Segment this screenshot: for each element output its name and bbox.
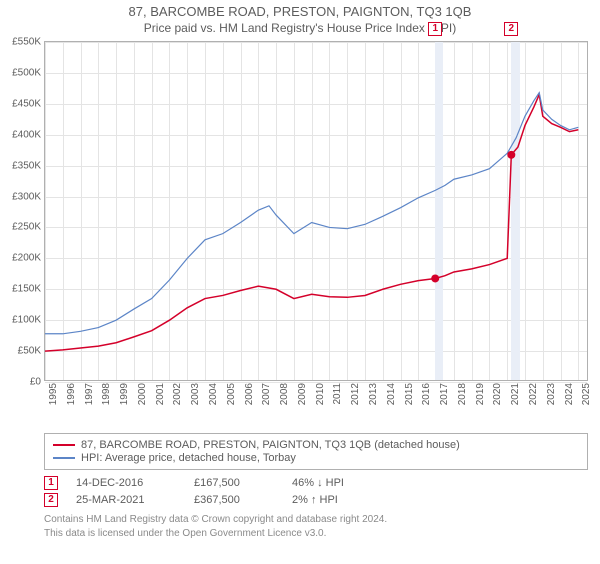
y-tick-label: £400K: [1, 129, 41, 140]
x-tick-label: 2015: [404, 383, 415, 405]
x-tick-label: 1996: [66, 383, 77, 405]
x-tick-label: 2004: [208, 383, 219, 405]
x-tick-label: 2008: [279, 383, 290, 405]
x-tick-label: 2010: [315, 383, 326, 405]
transaction-price: £167,500: [194, 477, 274, 489]
x-tick-label: 2025: [581, 383, 592, 405]
y-tick-label: £50K: [1, 346, 41, 357]
x-tick-label: 2016: [421, 383, 432, 405]
chart-svg: [45, 42, 589, 382]
transactions-table: 1 14-DEC-2016 £167,500 46% ↓ HPI 2 25-MAR-202…: [44, 476, 588, 507]
legend-swatch: [53, 457, 75, 459]
y-tick-label: £350K: [1, 160, 41, 171]
x-tick-label: 2020: [492, 383, 503, 405]
transaction-row: 2 25-MAR-2021 £367,500 2% ↑ HPI: [44, 493, 588, 507]
transaction-date: 25-MAR-2021: [76, 494, 176, 506]
transaction-price: £367,500: [194, 494, 274, 506]
y-tick-label: £200K: [1, 253, 41, 264]
x-tick-label: 2012: [350, 383, 361, 405]
series-line-hpi: [45, 93, 578, 334]
chart-title-line1: 87, BARCOMBE ROAD, PRESTON, PAIGNTON, TQ…: [0, 4, 600, 19]
x-tick-label: 2022: [528, 383, 539, 405]
x-tick-label: 1999: [119, 383, 130, 405]
footer-line: This data is licensed under the Open Gov…: [44, 527, 588, 541]
y-tick-label: £550K: [1, 37, 41, 48]
legend: 87, BARCOMBE ROAD, PRESTON, PAIGNTON, TQ…: [44, 433, 588, 470]
marker-box: 1: [428, 22, 442, 36]
y-tick-label: £500K: [1, 67, 41, 78]
y-tick-label: £0: [1, 377, 41, 388]
y-tick-label: £100K: [1, 315, 41, 326]
x-tick-label: 1995: [48, 383, 59, 405]
legend-label: 87, BARCOMBE ROAD, PRESTON, PAIGNTON, TQ…: [81, 439, 460, 451]
y-tick-label: £250K: [1, 222, 41, 233]
x-tick-label: 2000: [137, 383, 148, 405]
x-tick-label: 2001: [155, 383, 166, 405]
y-tick-label: £300K: [1, 191, 41, 202]
y-tick-label: £450K: [1, 98, 41, 109]
footer-line: Contains HM Land Registry data © Crown c…: [44, 513, 588, 527]
x-tick-label: 2023: [546, 383, 557, 405]
legend-swatch: [53, 444, 75, 446]
x-tick-label: 2006: [244, 383, 255, 405]
x-tick-label: 2021: [510, 383, 521, 405]
x-tick-label: 2018: [457, 383, 468, 405]
transaction-row: 1 14-DEC-2016 £167,500 46% ↓ HPI: [44, 476, 588, 490]
x-tick-label: 2017: [439, 383, 450, 405]
marker-dot: [507, 151, 515, 159]
x-tick-label: 2014: [386, 383, 397, 405]
transaction-number: 2: [44, 493, 58, 507]
transaction-number: 1: [44, 476, 58, 490]
legend-item: HPI: Average price, detached house, Torb…: [53, 452, 579, 464]
transaction-date: 14-DEC-2016: [76, 477, 176, 489]
transaction-delta: 2% ↑ HPI: [292, 494, 338, 506]
legend-label: HPI: Average price, detached house, Torb…: [81, 452, 296, 464]
y-tick-label: £150K: [1, 284, 41, 295]
transaction-delta: 46% ↓ HPI: [292, 477, 344, 489]
marker-box: 2: [504, 22, 518, 36]
x-tick-label: 2005: [226, 383, 237, 405]
x-tick-label: 2019: [475, 383, 486, 405]
x-tick-label: 2003: [190, 383, 201, 405]
x-tick-label: 2007: [261, 383, 272, 405]
marker-dot: [431, 274, 439, 282]
chart-plot-area: £0£50K£100K£150K£200K£250K£300K£350K£400…: [44, 41, 588, 381]
x-tick-label: 2024: [564, 383, 575, 405]
x-tick-label: 1997: [84, 383, 95, 405]
x-axis-ticks: 1995 1996 1997 1998 1999 2000 2001 2002 2003 2004…: [44, 381, 588, 429]
legend-item: 87, BARCOMBE ROAD, PRESTON, PAIGNTON, TQ…: [53, 439, 579, 451]
x-tick-label: 2002: [172, 383, 183, 405]
x-tick-label: 2013: [368, 383, 379, 405]
footer-attribution: Contains HM Land Registry data © Crown c…: [44, 513, 588, 540]
x-tick-label: 2009: [297, 383, 308, 405]
x-tick-label: 2011: [332, 383, 343, 405]
x-tick-label: 1998: [101, 383, 112, 405]
